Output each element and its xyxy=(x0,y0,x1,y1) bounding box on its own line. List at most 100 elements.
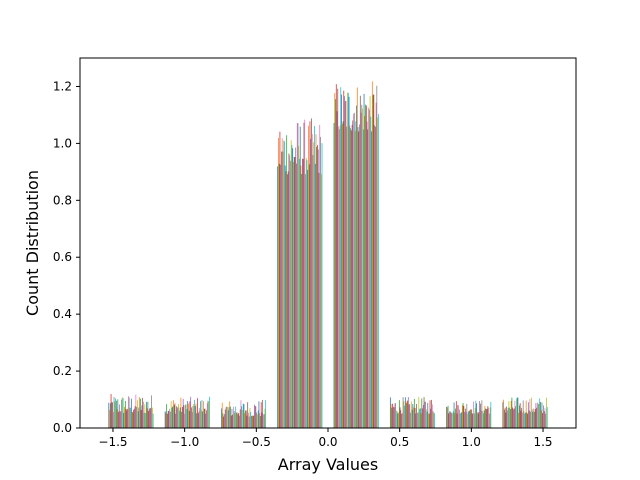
histogram-bar xyxy=(121,399,122,428)
histogram-bar xyxy=(151,407,153,428)
histogram-bar xyxy=(133,409,134,428)
histogram-bar xyxy=(225,407,227,428)
histogram-bar xyxy=(112,402,113,428)
histogram-bar xyxy=(413,407,414,428)
histogram-bar xyxy=(142,397,143,428)
histogram-bar xyxy=(341,123,343,428)
histogram-bar xyxy=(521,407,523,428)
histogram-bar xyxy=(475,400,477,428)
histogram-bar xyxy=(257,414,258,428)
histogram-bar xyxy=(287,171,289,428)
histogram-bar xyxy=(335,84,337,428)
histogram-bar xyxy=(489,407,491,428)
histogram-bar xyxy=(422,404,424,428)
histogram-bar xyxy=(365,105,367,428)
histogram-bar xyxy=(294,157,296,428)
histogram-bar xyxy=(337,88,339,429)
histogram-bar xyxy=(138,407,140,428)
histogram-bar xyxy=(146,408,148,428)
histogram-bar xyxy=(419,408,420,428)
histogram-bar xyxy=(238,412,240,428)
histogram-bar xyxy=(424,401,426,428)
histogram-bar xyxy=(534,411,535,428)
histogram-bar xyxy=(122,398,124,428)
histogram-bar xyxy=(226,406,228,428)
histogram-bar xyxy=(114,401,116,428)
histogram-bar xyxy=(209,396,210,428)
histogram-bar xyxy=(397,413,399,428)
histogram-bar xyxy=(353,112,355,428)
histogram-bar xyxy=(169,408,171,428)
histogram-bar xyxy=(197,398,198,428)
histogram-bar xyxy=(430,408,432,428)
histogram-bar xyxy=(304,119,306,428)
histogram-bar xyxy=(222,413,224,428)
histogram-bar xyxy=(126,410,128,428)
histogram-bar xyxy=(366,121,368,428)
histogram-bar xyxy=(357,127,359,429)
histogram-bar xyxy=(230,415,232,428)
histogram-bar xyxy=(363,93,365,429)
histogram-bar xyxy=(281,138,283,429)
histogram-bar xyxy=(305,174,306,428)
histogram-bar xyxy=(288,153,290,428)
histogram-bar xyxy=(260,415,261,428)
histogram-bar xyxy=(279,131,281,428)
histogram-bar xyxy=(142,401,144,428)
histogram-bar xyxy=(265,400,267,428)
histogram-bar xyxy=(455,408,456,428)
histogram-bar xyxy=(111,402,113,428)
histogram-bar xyxy=(280,164,282,428)
histogram-bar xyxy=(186,409,188,428)
histogram-bar xyxy=(462,402,464,428)
histogram-bar xyxy=(505,412,507,428)
histogram-bar xyxy=(251,415,253,428)
histogram-bar xyxy=(172,406,174,428)
histogram-bar xyxy=(136,406,137,428)
histogram-bar xyxy=(239,409,241,428)
histogram-bar xyxy=(401,413,403,428)
histogram-bar xyxy=(405,401,407,428)
histogram-bar xyxy=(206,403,208,428)
histogram-bar xyxy=(395,403,396,428)
histogram-bar xyxy=(164,411,166,428)
histogram-bar xyxy=(540,402,541,428)
histogram-bar xyxy=(174,403,176,428)
histogram-bar xyxy=(464,408,466,428)
histogram-bar xyxy=(243,404,245,428)
histogram-bar xyxy=(124,400,126,428)
histogram-bar xyxy=(248,416,250,428)
histogram-bar xyxy=(347,92,348,429)
histogram-bar xyxy=(260,402,262,428)
histogram-bar xyxy=(461,412,462,428)
histogram-bar xyxy=(206,410,207,428)
histogram-bar xyxy=(245,410,247,428)
histogram-bar xyxy=(183,405,185,428)
histogram-bar xyxy=(236,412,238,428)
histogram-bar xyxy=(465,411,467,428)
histogram-bar xyxy=(151,395,152,428)
histogram-bar xyxy=(165,412,167,428)
histogram-bar xyxy=(108,402,110,428)
histogram-bar xyxy=(124,406,125,428)
histogram-bar xyxy=(221,402,223,428)
histogram-bar xyxy=(412,404,414,428)
histogram-bar xyxy=(284,141,285,428)
histogram-bar xyxy=(204,408,206,428)
histogram-bar xyxy=(258,401,260,428)
histogram-bar xyxy=(115,400,117,428)
histogram-bar xyxy=(416,412,418,428)
histogram-bar xyxy=(466,403,468,428)
histogram-bar xyxy=(469,410,471,428)
histogram-bar xyxy=(447,405,449,428)
histogram-bar xyxy=(287,174,288,428)
histogram-bar xyxy=(295,147,297,428)
histogram-bar xyxy=(232,414,234,428)
histogram-bar xyxy=(281,151,282,428)
histogram-bar xyxy=(290,160,291,429)
histogram-bar xyxy=(336,111,338,429)
histogram-bar xyxy=(429,400,431,428)
histogram-bar xyxy=(130,407,131,428)
histogram-bar xyxy=(261,412,263,428)
